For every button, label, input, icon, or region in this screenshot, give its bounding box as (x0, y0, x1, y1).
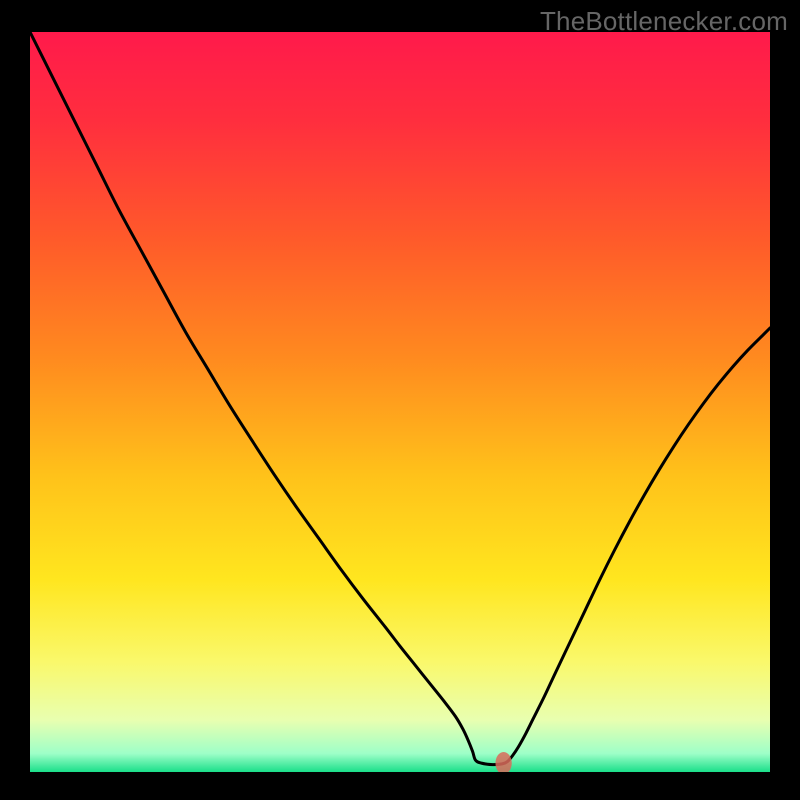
chart-stage: TheBottlenecker.com (0, 0, 800, 800)
bottleneck-curve-plot (30, 32, 770, 772)
gradient-background (30, 32, 770, 772)
plot-svg (30, 32, 770, 772)
